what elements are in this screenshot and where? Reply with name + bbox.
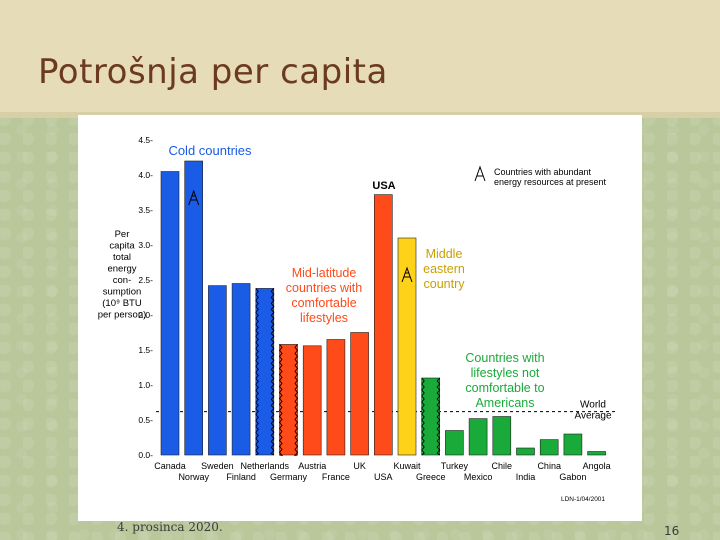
bar-uk [350,332,369,456]
bar-france [326,339,346,456]
country-label: Sweden [201,461,234,471]
bar-wavy-edge [255,288,259,456]
world-average-label: Average [574,411,612,422]
group-label-middle-east: Middle [426,247,463,261]
usa-label: USA [372,180,395,192]
y-tick-label: 0.5- [138,415,153,425]
y-tick-label: 3.5- [138,205,153,215]
group-label-middle-east: country [424,277,466,291]
country-label: Germany [270,472,308,482]
country-label: Chile [492,461,513,471]
country-label: Turkey [441,461,469,471]
bar-india [516,447,535,456]
y-tick-label: 4.5- [138,135,153,145]
y-axis-label-line: con- [113,275,131,286]
group-label-mid-latitude: lifestyles [300,311,348,325]
energy-bar-chart: 0.0- 0.5- 1.0- 1.5- 2.0- 2.5- 3.0- 3.5- 4.0- 4.5-… [98,135,618,503]
oil-derrick-icon [401,266,413,283]
country-label: Norway [178,472,209,482]
y-axis-label-line: Per [115,229,130,240]
bar-finland [231,283,251,456]
country-label: Austria [298,461,326,471]
bar-kuwait [397,237,417,456]
y-tick-label: 2.0- [138,310,153,320]
country-label: Kuwait [393,461,421,471]
group-label-middle-east: eastern [423,262,465,276]
y-axis-label-line: capita [109,241,135,252]
bar-mexico [468,418,488,456]
credit-label: LDN-1/04/2001 [561,496,605,503]
group-label-mid-latitude: countries with [286,281,362,295]
y-axis-label-line: per person) [98,310,147,321]
country-label: Finland [226,472,256,482]
bar-angola [587,451,606,456]
group-label-not-comfortable: lifestyles not [471,366,540,380]
group-label-not-comfortable: comfortable to [465,381,544,395]
country-label: Mexico [464,472,493,482]
bar-wavy-edge [278,344,284,457]
bar-netherlands [255,288,275,456]
group-label-not-comfortable: Americans [475,396,534,410]
country-label: Netherlands [241,461,290,471]
bar-wavy-edge [421,377,425,456]
country-label: France [322,472,350,482]
country-label: Greece [416,472,446,482]
y-axis-label-line: energy [107,264,136,275]
group-label-cold: Cold countries [168,143,252,158]
legend-derrick-icon [474,165,486,182]
y-tick-label: 1.0- [138,380,153,390]
bar-austria [302,345,322,456]
y-axis-label-line: total [113,252,131,263]
bar-wavy-edge [436,377,441,456]
y-tick-label: 2.5- [138,275,153,285]
country-label: India [516,472,536,482]
bar-sweden [208,285,227,456]
bar-wavy-edge [270,288,275,456]
bar-gabon [563,433,583,456]
legend-label: energy resources at present [494,177,607,187]
y-tick-label: 4.0- [138,170,153,180]
bar-usa [373,194,393,456]
country-label: UK [353,461,366,471]
country-label: Canada [154,461,186,471]
y-tick-label: 3.0- [138,240,153,250]
bar-turkey [445,430,464,456]
country-label: Gabon [559,472,586,482]
bar-china [539,439,559,456]
bar-greece [421,377,441,456]
country-label: Angola [583,461,611,471]
chart-panel: 0.0- 0.5- 1.0- 1.5- 2.0- 2.5- 3.0- 3.5- 4.0- 4.5-… [78,115,642,521]
bar-germany [279,344,298,456]
country-label: USA [374,472,393,482]
country-label: China [537,461,561,471]
group-label-mid-latitude: Mid-latitude [292,266,357,280]
bar-canada [160,171,180,456]
world-average-label: World [580,400,606,411]
group-label-not-comfortable: Countries with [465,351,544,365]
y-tick-label: 0.0- [138,450,153,460]
legend-label: Countries with abundant [494,167,592,177]
y-axis-label-line: sumption [103,287,142,298]
bar-wavy-edge [293,344,299,457]
bar-chile [492,416,512,456]
y-axis-label-line: (10⁹ BTU [102,298,142,309]
footer-date: 4. prosinca 2020. [117,520,223,534]
oil-derrick-icon [188,189,200,206]
group-label-mid-latitude: comfortable [291,296,356,310]
page-number: 16 [664,524,680,538]
bar-norway [184,160,203,456]
y-tick-label: 1.5- [138,345,153,355]
slide-title: Potrošnja per capita [38,52,388,92]
